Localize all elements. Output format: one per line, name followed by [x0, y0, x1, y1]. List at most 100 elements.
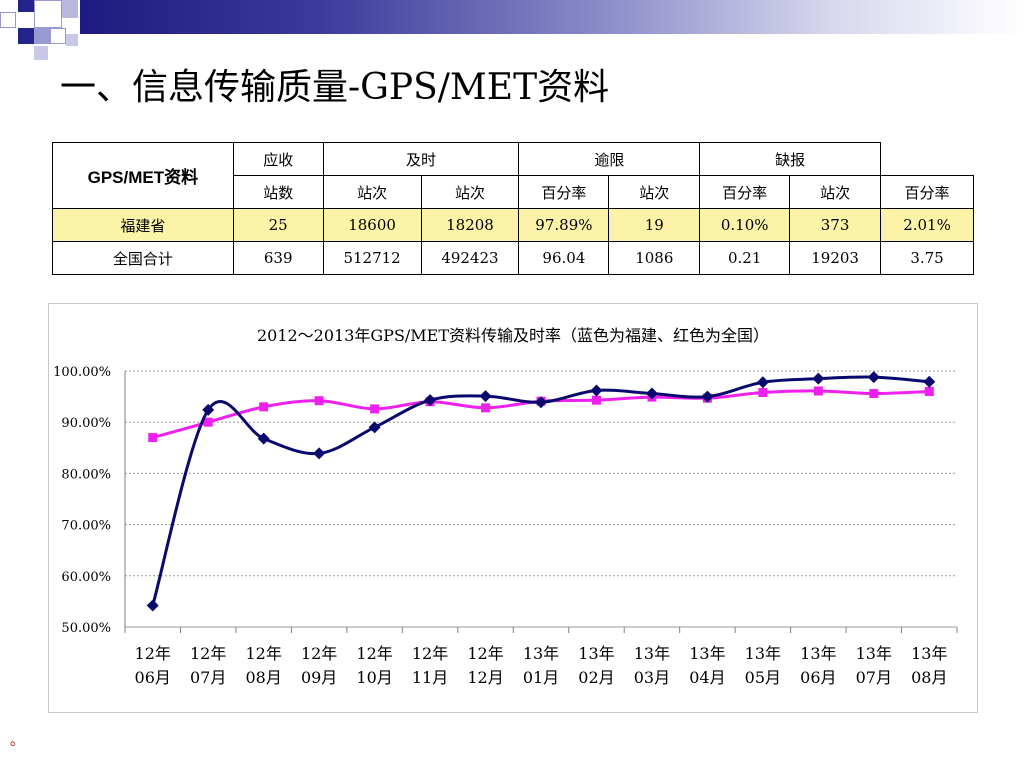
x-tick-label: 12年 [356, 644, 392, 663]
table-cell: 492423 [420, 241, 520, 275]
x-tick-label: 08月 [911, 668, 947, 687]
table-cell: 512712 [322, 241, 422, 275]
table-header-row: GPS/MET资料 应收 及时 逾限 缺报 [52, 142, 974, 209]
group-header: 及时 [322, 142, 520, 176]
row-label: 福建省 [52, 208, 234, 242]
x-tick-label: 06月 [135, 668, 171, 687]
data-point [535, 396, 547, 409]
y-tick-label: 100.00% [53, 365, 111, 380]
table-cell: 18600 [322, 208, 422, 242]
x-tick-label: 05月 [745, 668, 781, 687]
corner-square [50, 28, 66, 44]
data-point [869, 389, 879, 399]
table-cell: 1086 [608, 241, 701, 275]
data-point [479, 390, 492, 403]
data-point [424, 394, 437, 407]
x-tick-label: 08月 [245, 668, 281, 687]
x-tick-label: 07月 [856, 668, 892, 687]
y-tick-label: 90.00% [61, 416, 111, 431]
subheader-cell: 站次 [420, 175, 520, 209]
x-tick-label: 09月 [301, 668, 337, 687]
data-point [701, 390, 714, 403]
y-tick-label: 60.00% [61, 570, 111, 585]
table-cell: 3.75 [880, 241, 974, 275]
x-tick-label: 13年 [800, 644, 836, 663]
page-title: 一、信息传输质量-GPS/MET资料 [60, 67, 610, 108]
table-cell: 19 [608, 208, 701, 242]
data-point [924, 386, 934, 396]
subheader-cell: 站次 [789, 175, 882, 209]
table-cell: 25 [232, 208, 324, 242]
series-1 [148, 386, 934, 443]
table-row: 福建省 25 18600 18208 97.89% 19 0.10% 373 2… [52, 208, 974, 242]
table-cell: 18208 [420, 208, 520, 242]
x-tick-label: 12年 [467, 644, 503, 663]
table-row: 全国合计 639 512712 492423 96.04 1086 0.21 1… [52, 241, 974, 275]
series-0 [146, 371, 936, 612]
subheader-cell: 站次 [322, 175, 422, 209]
row-label: 全国合计 [52, 241, 234, 275]
subheader-cell: 站数 [232, 175, 324, 209]
x-tick-label: 13年 [578, 644, 614, 663]
y-tick-label: 50.00% [61, 621, 111, 636]
table-cell: 639 [232, 241, 324, 275]
data-point [590, 384, 603, 397]
x-tick-label: 12年 [301, 644, 337, 663]
x-tick-label: 13年 [911, 644, 947, 663]
x-tick-label: 12年 [135, 644, 171, 663]
corner-square [34, 28, 50, 44]
y-tick-label: 70.00% [61, 519, 111, 534]
corner-square [18, 28, 34, 44]
x-tick-label: 13年 [523, 644, 559, 663]
subheader-cell: 站次 [608, 175, 701, 209]
table-cell: 19203 [789, 241, 882, 275]
x-tick-label: 12年 [190, 644, 226, 663]
x-tick-label: 13年 [634, 644, 670, 663]
table-cell: 2.01% [880, 208, 974, 242]
x-tick-label: 07月 [190, 668, 226, 687]
group-header: 应收 [232, 142, 324, 176]
data-point [259, 402, 269, 412]
chart-panel: 2012～2013年GPS/MET资料传输及时率（蓝色为福建、红色为全国） 50… [48, 303, 978, 713]
data-point [203, 417, 213, 427]
x-tick-label: 11月 [412, 668, 448, 687]
table-cell: 0.21 [699, 241, 791, 275]
data-point [202, 403, 215, 416]
table-corner-header: GPS/MET资料 [52, 142, 234, 209]
group-header: 逾限 [518, 142, 701, 176]
data-point [314, 396, 324, 406]
data-point [812, 372, 825, 385]
corner-square [18, 0, 34, 12]
corner-square [34, 0, 62, 28]
table-cell: 96.04 [518, 241, 610, 275]
y-tick-label: 80.00% [61, 467, 111, 482]
x-tick-label: 13年 [856, 644, 892, 663]
data-point [313, 447, 326, 460]
data-point [923, 375, 936, 388]
corner-square [0, 12, 16, 28]
subheader-cell: 百分率 [699, 175, 791, 209]
data-point [813, 386, 823, 396]
corner-square [34, 46, 48, 60]
x-tick-label: 12年 [245, 644, 281, 663]
data-point [645, 387, 658, 400]
series-line [151, 375, 930, 606]
table-cell: 97.89% [518, 208, 610, 242]
table-subheader-row: 站数 站次 站次 百分率 站次 百分率 站次 百分率 [53, 175, 974, 209]
table-cell: 0.10% [699, 208, 791, 242]
data-point [368, 421, 381, 434]
data-point [148, 433, 158, 443]
line-chart: 2012～2013年GPS/MET资料传输及时率（蓝色为福建、红色为全国） 50… [53, 326, 958, 687]
data-point [370, 404, 380, 414]
data-point [756, 376, 769, 389]
x-tick-label: 06月 [800, 668, 836, 687]
corner-square [66, 34, 78, 46]
table-cell: 373 [789, 208, 882, 242]
x-tick-label: 10月 [356, 668, 392, 687]
subheader-cell: 百分率 [518, 175, 610, 209]
x-tick-label: 01月 [523, 668, 559, 687]
x-tick-label: 03月 [634, 668, 670, 687]
x-tick-label: 04月 [689, 668, 725, 687]
subheader-cell: 百分率 [880, 175, 974, 209]
data-point [257, 432, 270, 445]
